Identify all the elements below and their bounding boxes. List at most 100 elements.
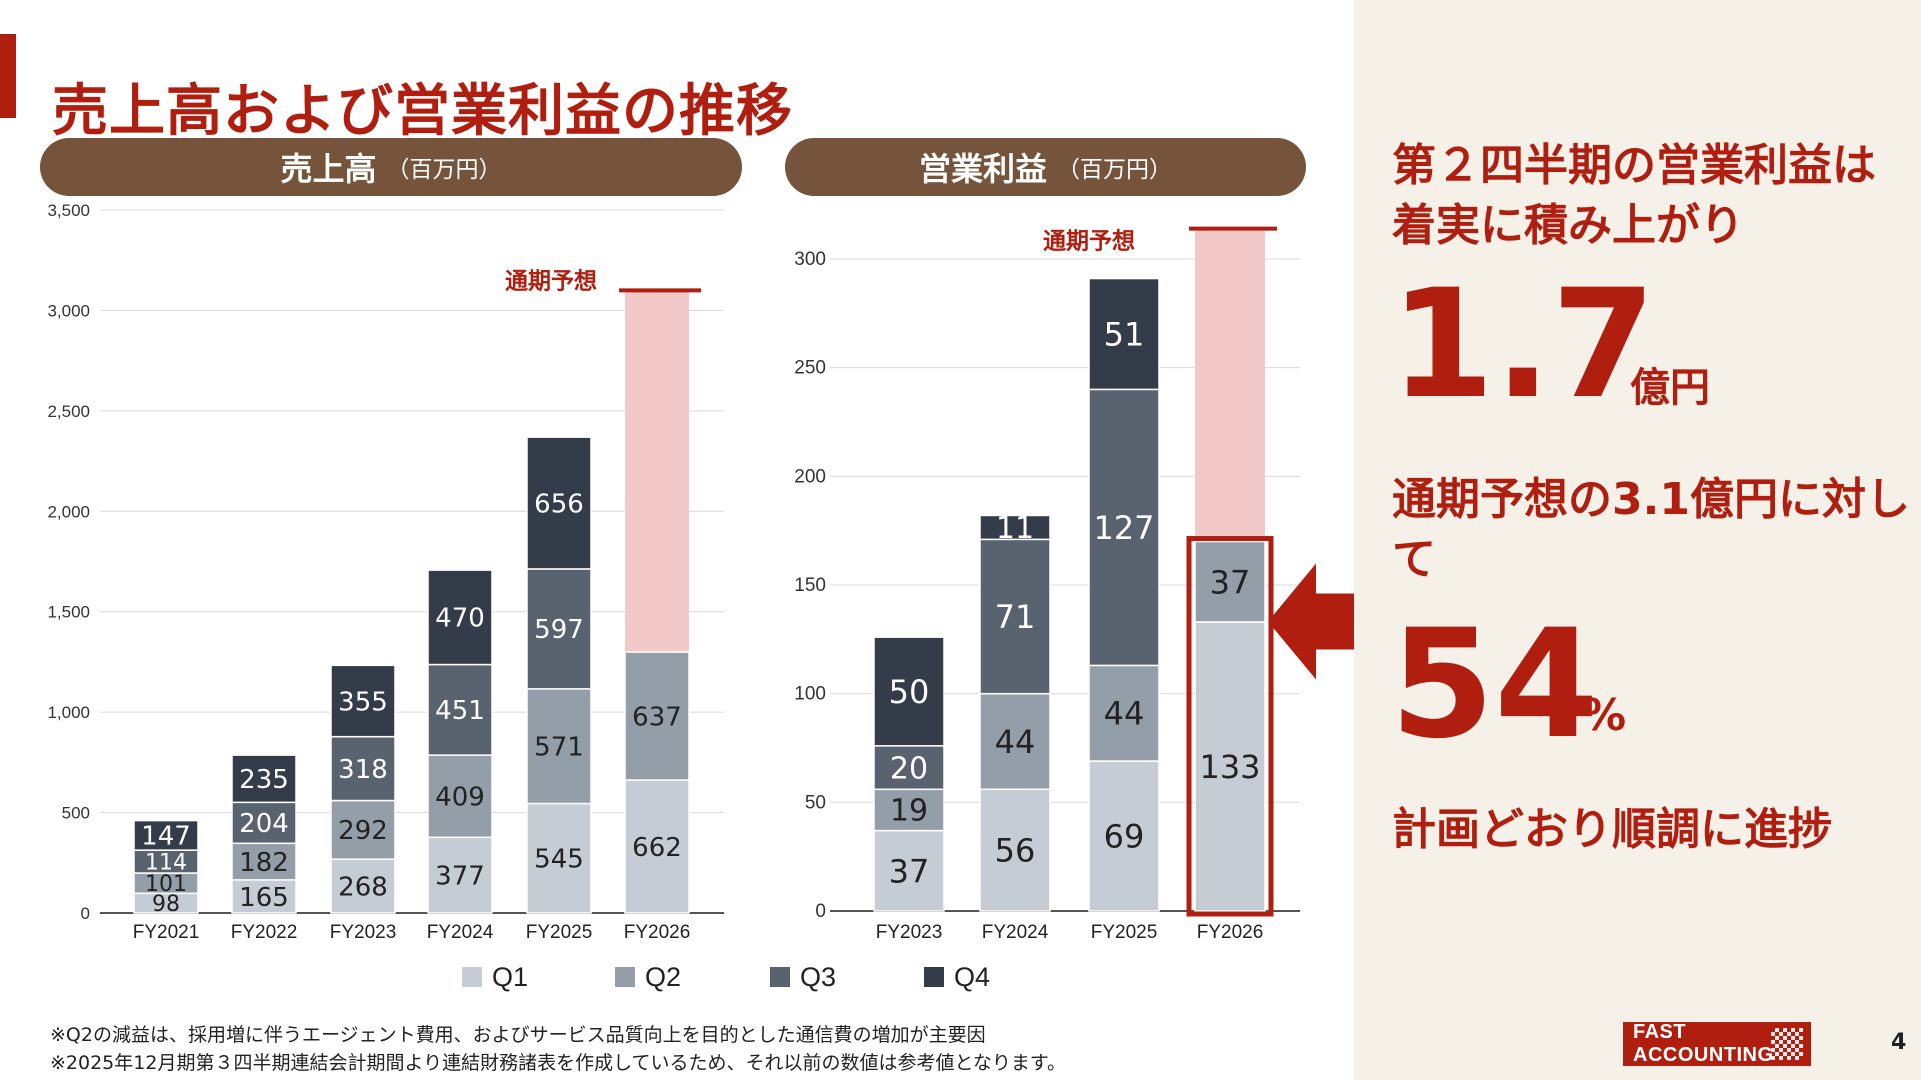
sales-data-label: 377 bbox=[435, 861, 485, 891]
sales-bar-fy2024-q3 bbox=[427, 663, 493, 756]
sales-bar-fy2022-q4 bbox=[231, 754, 297, 804]
sales-x-tick-label: FY2024 bbox=[427, 922, 494, 943]
sales-bar-fy2024-q2 bbox=[427, 754, 493, 839]
sales-header-unit: （百万円） bbox=[386, 157, 502, 183]
op-bar-fy2025-q2 bbox=[1088, 664, 1160, 762]
sales-data-label: 292 bbox=[338, 816, 388, 846]
sales-data-label: 597 bbox=[534, 615, 584, 645]
sales-data-label: 355 bbox=[338, 687, 388, 717]
sales-bar-fy2022-q1 bbox=[231, 879, 297, 914]
op-header-label: 営業利益 bbox=[918, 150, 1047, 188]
legend-swatch-q2 bbox=[615, 967, 635, 987]
op-data-label: 56 bbox=[995, 832, 1036, 870]
sales-data-label: 101 bbox=[145, 872, 187, 897]
op-x-tick-label: FY2026 bbox=[1197, 922, 1264, 943]
op-highlight-box bbox=[1186, 536, 1274, 917]
sales-bar-fy2024-q1 bbox=[427, 836, 493, 914]
sales-bar-fy2025-q1 bbox=[526, 802, 592, 914]
op-y-tick-label: 150 bbox=[794, 575, 826, 596]
footnote-1: ※Q2の減益は、採用増に伴うエージェント費用、およびサービス品質向上を目的とした… bbox=[50, 1024, 986, 1046]
logo-text: FAST ACCOUNTING bbox=[1633, 1021, 1774, 1066]
legend-label-q1: Q1 bbox=[492, 962, 528, 992]
sales-x-tick-label: FY2025 bbox=[526, 922, 593, 943]
sales-x-tick-label: FY2026 bbox=[624, 922, 691, 943]
op-data-label: 69 bbox=[1104, 818, 1145, 856]
op-bar-fy2024-q1 bbox=[979, 788, 1051, 912]
sales-data-label: 545 bbox=[534, 845, 584, 875]
op-y-tick-label: 50 bbox=[805, 792, 826, 813]
highlight-arrow-icon bbox=[1268, 563, 1354, 680]
sales-y-tick-label: 3,500 bbox=[47, 201, 90, 220]
legend-label-q4: Q4 bbox=[954, 962, 990, 992]
op-y-tick-label: 300 bbox=[794, 249, 826, 270]
op-bar-fy2025-q3 bbox=[1088, 388, 1160, 667]
op-data-label: 44 bbox=[1104, 695, 1145, 733]
page-number: 4 bbox=[1891, 1030, 1907, 1055]
sales-x-tick-label: FY2021 bbox=[133, 922, 200, 943]
logo-pixel-icon bbox=[1771, 1028, 1803, 1060]
sales-data-label: 147 bbox=[141, 822, 191, 852]
sales-forecast-label: 通期予想 bbox=[505, 268, 597, 294]
sales-header-label: 売上高 bbox=[280, 150, 377, 188]
sales-data-label: 470 bbox=[435, 604, 485, 634]
op-data-label: 50 bbox=[889, 673, 930, 711]
op-data-label: 44 bbox=[995, 723, 1036, 761]
op-bar-fy2024-q2 bbox=[979, 692, 1051, 791]
summary-big-number-2: 54 bbox=[1390, 598, 1599, 772]
op-data-label: 19 bbox=[890, 794, 928, 829]
sales-y-tick-label: 1,000 bbox=[47, 703, 90, 722]
charts-canvas: 05001,0001,5002,0002,5003,0003,500981011… bbox=[47, 201, 1354, 992]
sales-bar-fy2024-q4 bbox=[427, 569, 493, 666]
sales-bar-fy2023-q4 bbox=[330, 664, 396, 738]
legend-label-q3: Q3 bbox=[800, 962, 836, 992]
sales-bar-fy2021-q4 bbox=[133, 819, 199, 851]
sales-x-tick-label: FY2022 bbox=[231, 922, 298, 943]
op-y-tick-label: 0 bbox=[815, 901, 826, 922]
sales-data-label: 165 bbox=[239, 883, 289, 913]
op-y-tick-label: 200 bbox=[794, 466, 826, 487]
sales-data-label: 637 bbox=[632, 702, 682, 732]
company-logo: FAST ACCOUNTING bbox=[1623, 1021, 1811, 1066]
sales-data-label: 204 bbox=[239, 809, 289, 839]
sales-chart-header: 売上高 （百万円） bbox=[40, 138, 742, 196]
sales-data-label: 409 bbox=[435, 783, 485, 813]
op-bar-fy2024-q3 bbox=[979, 538, 1051, 695]
sales-data-label: 318 bbox=[338, 755, 388, 785]
legend-swatch-q1 bbox=[462, 967, 482, 987]
sales-bar-fy2025-q2 bbox=[526, 688, 592, 805]
sales-bar-fy2023-q2 bbox=[330, 799, 396, 860]
op-x-tick-label: FY2023 bbox=[876, 922, 943, 943]
op-data-label: 51 bbox=[1104, 316, 1145, 354]
op-data-label: 127 bbox=[1093, 509, 1154, 547]
right-summary-panel bbox=[1354, 0, 1921, 1080]
sales-y-tick-label: 2,500 bbox=[47, 402, 90, 421]
sales-data-label: 98 bbox=[152, 892, 180, 917]
summary-headline-3: 計画どおり順調に進捗 bbox=[1392, 804, 1832, 855]
page-title: 売上高および営業利益の推移 bbox=[52, 79, 793, 144]
summary-big-number-1: 1.7 bbox=[1390, 258, 1656, 432]
op-forecast-label: 通期予想 bbox=[1043, 229, 1135, 255]
summary-headline-1: 第２四半期の営業利益は着実に積み上がり bbox=[1392, 140, 1876, 251]
op-data-label: 20 bbox=[890, 751, 928, 786]
op-x-tick-label: FY2024 bbox=[982, 922, 1049, 943]
sales-y-tick-label: 0 bbox=[81, 904, 90, 923]
title-accent-bar bbox=[0, 34, 16, 118]
sales-bar-fy2023-q3 bbox=[330, 735, 396, 802]
legend-swatch-q3 bbox=[770, 967, 790, 987]
op-bar-fy2024-q4 bbox=[979, 514, 1051, 541]
op-bar-fy2026-q1 bbox=[1194, 621, 1266, 912]
op-data-label: 37 bbox=[1210, 563, 1251, 601]
legend-label-q2: Q2 bbox=[645, 962, 681, 992]
sales-y-tick-label: 3,000 bbox=[47, 301, 90, 320]
footnote-2: ※2025年12月期第３四半期連結会計期間より連結財務諸表を作成しているため、そ… bbox=[50, 1052, 1067, 1074]
sales-y-tick-label: 500 bbox=[62, 804, 90, 823]
op-data-label: 133 bbox=[1199, 748, 1260, 786]
summary-unit-2: % bbox=[1582, 690, 1627, 741]
sales-data-label: 571 bbox=[534, 733, 584, 763]
op-y-tick-label: 100 bbox=[794, 684, 826, 705]
op-chart-header: 営業利益 （百万円） bbox=[785, 138, 1306, 196]
sales-y-tick-label: 2,000 bbox=[47, 502, 90, 521]
op-bar-fy2023-q4 bbox=[873, 636, 945, 747]
op-y-tick-label: 250 bbox=[794, 358, 826, 379]
sales-bar-fy2025-q3 bbox=[526, 568, 592, 690]
